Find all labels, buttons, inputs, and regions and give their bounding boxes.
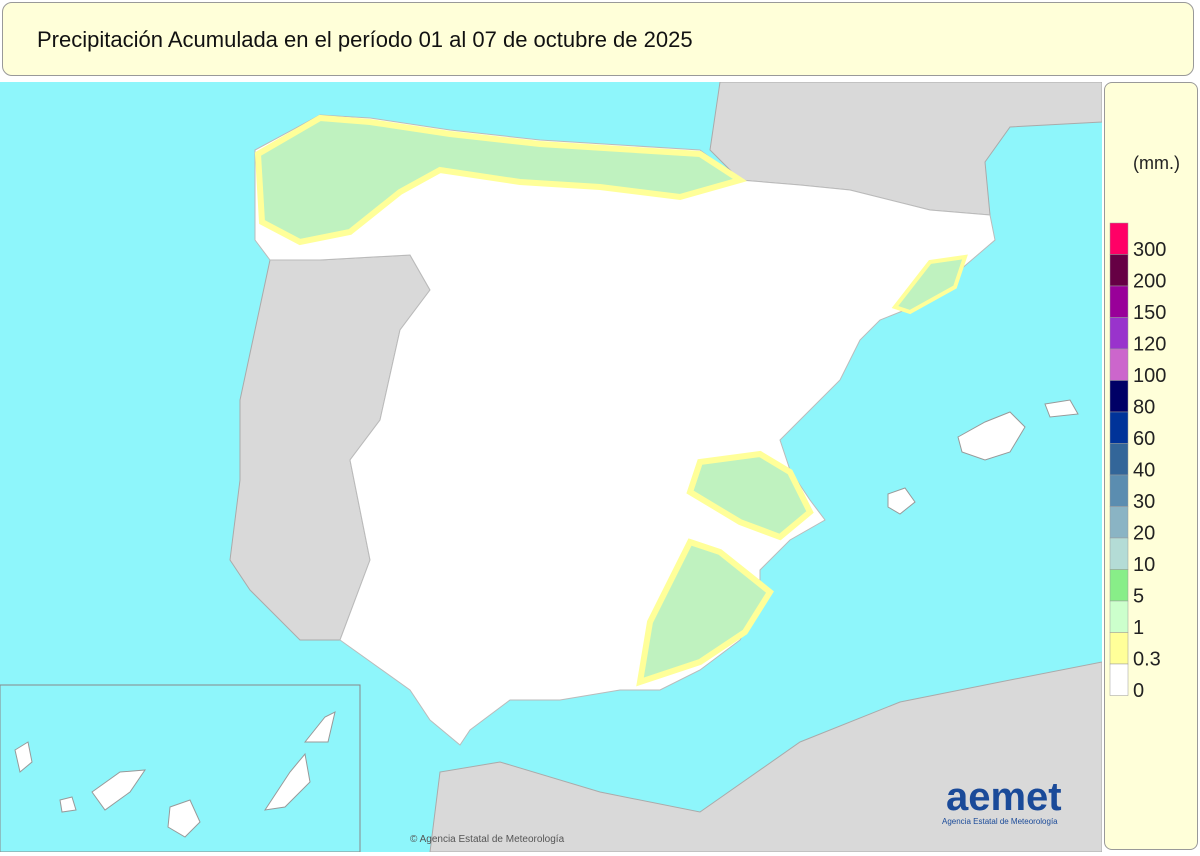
legend-label: 150: [1133, 302, 1166, 324]
legend-label: 200: [1133, 270, 1166, 292]
legend-scale: (mm.) 300 200 150 120 100 80 60 40 30 20 10 5 1 0.3 0: [1109, 153, 1180, 702]
legend-swatch: [1109, 474, 1129, 507]
map: aemet Agencia Estatal de Meteorología © …: [0, 82, 1102, 852]
legend: (mm.) 300 200 150 120 100 80 60 40 30 20 10 5 1 0.3 0: [1104, 82, 1198, 850]
legend-label: 20: [1133, 522, 1155, 544]
legend-label: 0: [1133, 680, 1144, 702]
legend-swatch: [1109, 443, 1129, 476]
legend-swatch: [1109, 600, 1129, 633]
legend-label: 60: [1133, 428, 1155, 450]
legend-label: 80: [1133, 396, 1155, 418]
legend-label: 10: [1133, 554, 1155, 576]
legend-label: 1: [1133, 617, 1144, 639]
legend-swatch: [1109, 537, 1129, 570]
logo-name: aemet: [946, 775, 1062, 819]
legend-unit: (mm.): [1133, 153, 1180, 173]
legend-swatch: [1109, 569, 1129, 602]
title-box: Precipitación Acumulada en el período 01…: [2, 2, 1194, 76]
menorca: [1044, 399, 1079, 418]
canary-islands: [59, 796, 77, 813]
canary-islands: [303, 711, 336, 743]
mallorca: [957, 411, 1026, 461]
legend-swatch: [1109, 348, 1129, 381]
precip-catalonia: [891, 254, 968, 315]
legend-label: 40: [1133, 459, 1155, 481]
legend-swatch: [1109, 632, 1129, 665]
precip-east: [686, 450, 814, 541]
legend-label: 100: [1133, 365, 1166, 387]
logo-subtitle: Agencia Estatal de Meteorología: [942, 817, 1058, 826]
precip-north: [254, 114, 748, 246]
precip-southeast: [636, 538, 774, 687]
legend-swatch: [1109, 411, 1129, 444]
canary-islands: [91, 769, 147, 811]
legend-swatch: [1109, 222, 1129, 255]
spain: [254, 114, 996, 746]
legend-label: 0.3: [1133, 648, 1161, 670]
legend-swatch: [1109, 254, 1129, 287]
credit: © Agencia Estatal de Meteorología: [410, 834, 565, 845]
legend-label: 120: [1133, 333, 1166, 355]
ibiza: [887, 487, 916, 515]
canary-islands: [14, 741, 33, 773]
legend-label: 5: [1133, 585, 1144, 607]
legend-label: 300: [1133, 239, 1166, 261]
canary-islands: [263, 752, 311, 811]
title: Precipitación Acumulada en el período 01…: [37, 27, 693, 52]
legend-swatch: [1109, 663, 1129, 696]
legend-swatch: [1109, 285, 1129, 318]
canary-islands: [167, 799, 201, 838]
legend-swatch: [1109, 317, 1129, 350]
legend-swatch: [1109, 380, 1129, 413]
legend-swatch: [1109, 506, 1129, 539]
africa: [429, 661, 1102, 852]
legend-label: 30: [1133, 491, 1155, 513]
